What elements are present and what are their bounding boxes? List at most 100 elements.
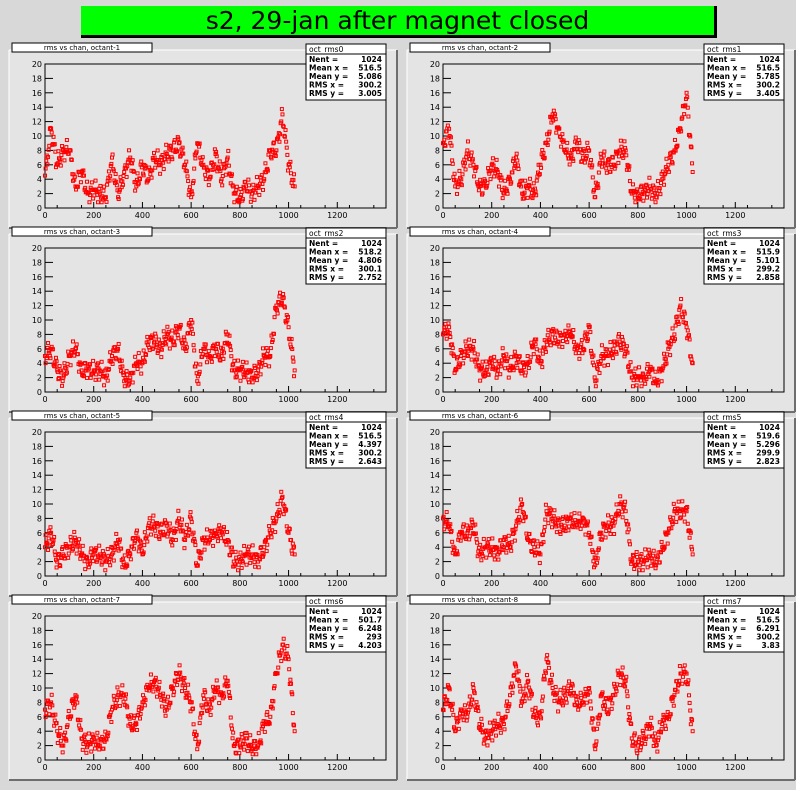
data-point <box>579 695 584 700</box>
data-point <box>150 519 155 524</box>
data-point <box>634 549 639 554</box>
data-point <box>287 527 292 532</box>
data-point <box>682 512 687 517</box>
data-point <box>259 364 264 369</box>
data-point <box>239 189 244 194</box>
data-point <box>285 152 290 157</box>
data-point <box>646 369 651 374</box>
data-point <box>100 734 105 739</box>
data-point <box>275 311 280 316</box>
data-point <box>236 562 241 567</box>
data-point <box>595 366 600 371</box>
x-tick-label: 400 <box>135 211 150 220</box>
y-tick-label: 8 <box>37 514 42 523</box>
data-point <box>229 726 234 731</box>
data-point <box>643 183 648 188</box>
y-tick-label: 18 <box>32 442 42 451</box>
data-point <box>494 157 499 162</box>
data-point <box>100 560 105 565</box>
data-point <box>46 155 51 160</box>
data-point <box>522 699 527 704</box>
data-point <box>197 369 202 374</box>
data-point <box>96 366 101 371</box>
data-point <box>462 349 467 354</box>
y-tick-label: 20 <box>32 244 42 253</box>
data-point <box>265 542 270 547</box>
data-point <box>606 520 611 525</box>
chart-panel: 0 2 4 6 8 10 12 14 16 18 20 0 200 400 600 800 1000 1200 rm… <box>398 40 796 229</box>
stats-value: 1024 <box>759 607 780 616</box>
data-point <box>97 747 102 752</box>
x-tick-label: 600 <box>582 395 597 404</box>
data-point <box>531 541 536 546</box>
data-point <box>120 364 125 369</box>
data-point <box>519 503 524 508</box>
data-point <box>176 508 181 513</box>
data-point <box>240 560 245 565</box>
panel-title-box <box>409 410 551 421</box>
data-point <box>637 563 642 568</box>
data-point <box>570 334 575 339</box>
data-point <box>128 557 133 562</box>
data-point <box>670 161 675 166</box>
data-point <box>157 536 162 541</box>
data-point <box>66 551 71 556</box>
data-point <box>537 172 542 177</box>
data-point <box>453 184 458 189</box>
data-point <box>292 729 297 734</box>
data-point <box>594 378 599 383</box>
x-tick-label: 1200 <box>327 763 347 772</box>
data-point <box>169 144 174 149</box>
data-point <box>284 524 289 529</box>
x-tick-label: 1200 <box>725 395 745 404</box>
data-point <box>468 704 473 709</box>
x-tick-label: 800 <box>232 763 247 772</box>
data-point <box>137 177 142 182</box>
data-point <box>236 568 241 573</box>
data-point <box>111 558 116 563</box>
data-point <box>634 189 639 194</box>
stats-value: 1024 <box>361 607 382 616</box>
data-point <box>272 684 277 689</box>
y-tick-label: 4 <box>435 359 440 368</box>
data-point <box>609 515 614 520</box>
data-point <box>182 546 187 551</box>
data-point <box>590 163 595 168</box>
stats-label: Nent = <box>707 607 736 616</box>
stats-box <box>305 43 387 101</box>
data-point <box>549 680 554 685</box>
data-point <box>565 140 570 145</box>
data-point <box>263 538 268 543</box>
data-point <box>450 346 455 351</box>
y-tick-label: 16 <box>32 641 42 650</box>
data-point <box>91 734 96 739</box>
data-point <box>88 362 93 367</box>
data-point <box>270 706 275 711</box>
data-point <box>44 356 49 361</box>
data-point <box>187 696 192 701</box>
data-point <box>117 539 122 544</box>
data-point <box>644 195 649 200</box>
data-point <box>231 184 236 189</box>
data-point <box>654 742 659 747</box>
stats-label: Mean y = <box>707 256 746 265</box>
data-point <box>234 184 239 189</box>
data-point <box>97 377 102 382</box>
data-point <box>141 348 146 353</box>
data-point <box>58 564 63 569</box>
data-point <box>253 190 258 195</box>
data-point <box>55 740 60 745</box>
data-point <box>84 750 89 755</box>
data-point <box>162 532 167 537</box>
data-point <box>74 346 79 351</box>
stats-label: RMS x = <box>707 81 742 90</box>
data-point <box>226 148 231 153</box>
data-point <box>536 551 541 556</box>
data-point <box>77 369 82 374</box>
data-point <box>674 519 679 524</box>
data-point <box>77 547 82 552</box>
data-point <box>99 554 104 559</box>
y-tick-label: 14 <box>32 103 42 112</box>
x-tick-label: 1000 <box>676 395 696 404</box>
